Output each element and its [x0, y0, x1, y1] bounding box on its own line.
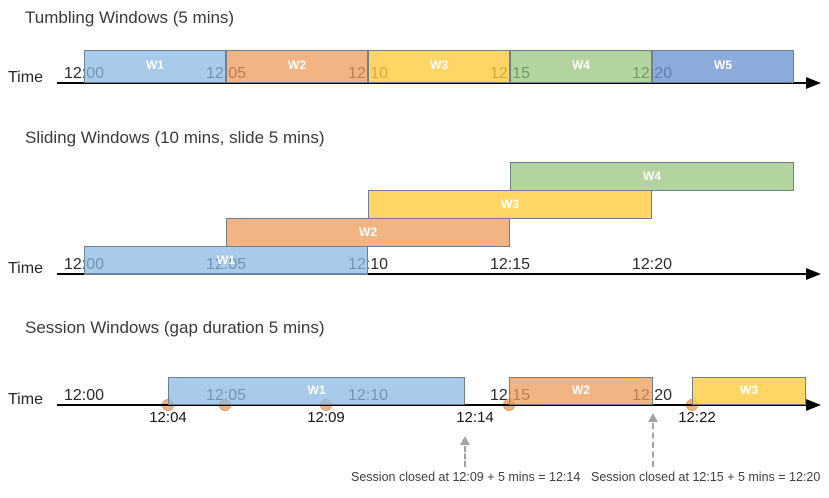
session-window-w2: W2 — [509, 377, 653, 405]
window-label: W2 — [572, 383, 590, 397]
tumbling-window-w5: W5 — [652, 50, 794, 83]
sliding-window-w3: W3 — [368, 190, 652, 219]
window-label: W1 — [217, 253, 235, 267]
session-section-title: Session Windows (gap duration 5 mins) — [25, 318, 325, 337]
session-close-annotation: Session closed at 12:15 + 5 mins = 12:20 — [591, 470, 821, 484]
time-axis-label: Time — [8, 260, 43, 277]
tumbling-window-w2: W2 — [226, 50, 368, 83]
session-window-w1: W1 — [168, 377, 465, 405]
dashed-arrow-up-icon — [648, 413, 658, 422]
window-label: W3 — [430, 58, 448, 72]
session-close-time-label: 12:14 — [456, 409, 494, 426]
window-label: W4 — [643, 169, 661, 183]
dashed-arrow-stem — [652, 423, 654, 467]
window-label: W2 — [359, 225, 377, 239]
event-time-label: 12:22 — [678, 409, 716, 426]
window-label: W1 — [146, 58, 164, 72]
window-label: W5 — [714, 58, 732, 72]
sliding-window-w1: W1 — [84, 246, 368, 275]
session-close-annotation: Session closed at 12:09 + 5 mins = 12:14 — [351, 470, 581, 484]
tick-label: 12:20 — [631, 256, 673, 273]
timeline-arrowhead-icon — [806, 77, 821, 89]
window-label: W1 — [307, 383, 326, 397]
tumbling-window-w4: W4 — [510, 50, 652, 83]
window-label: W3 — [740, 383, 758, 397]
sliding-window-w2: W2 — [226, 218, 510, 247]
timeline-arrowhead-icon — [806, 268, 821, 280]
dashed-arrow-up-icon — [460, 436, 470, 445]
tumbling-window-w1: W1 — [84, 50, 226, 83]
sliding-window-w4: W4 — [510, 162, 794, 191]
tumbling-section-title: Tumbling Windows (5 mins) — [25, 8, 235, 27]
tick-label: 12:15 — [489, 256, 531, 273]
timeline — [57, 404, 807, 406]
time-axis-label: Time — [8, 69, 43, 86]
dashed-arrow-stem — [464, 446, 466, 467]
event-time-label: 12:09 — [307, 409, 345, 426]
timeline — [57, 273, 807, 275]
event-time-label: 12:04 — [149, 409, 187, 426]
tumbling-window-w3: W3 — [368, 50, 510, 83]
tick-label: 12:00 — [63, 387, 105, 404]
window-label: W2 — [288, 58, 306, 72]
window-label: W3 — [501, 197, 519, 211]
session-window-w3: W3 — [692, 377, 806, 405]
time-axis-label: Time — [8, 391, 43, 408]
timeline-arrowhead-icon — [806, 399, 821, 411]
sliding-section-title: Sliding Windows (10 mins, slide 5 mins) — [25, 128, 325, 147]
timeline — [57, 82, 807, 84]
window-label: W4 — [572, 58, 590, 72]
